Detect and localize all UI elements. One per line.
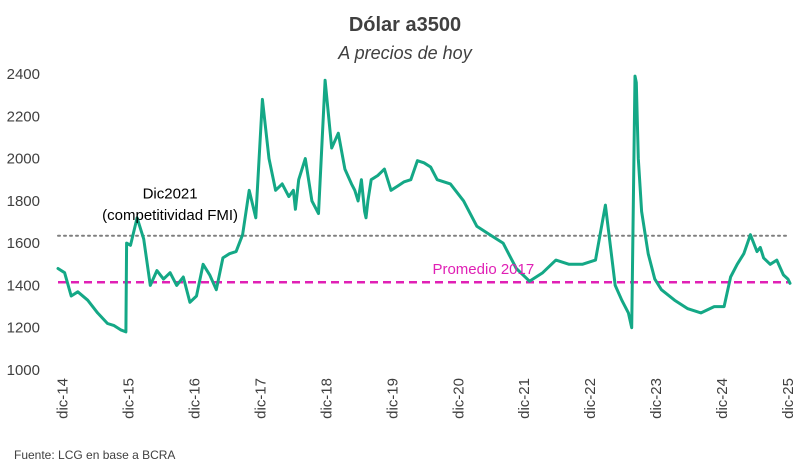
annotation-text: (competitividad FMI): [102, 207, 238, 224]
series-group: [56, 74, 792, 334]
series-line: [56, 74, 792, 334]
x-tick-label: dic-25: [780, 378, 797, 419]
x-tick-label: dic-20: [450, 378, 467, 419]
x-tick-label: dic-23: [648, 378, 665, 419]
chart-subtitle: A precios de hoy: [337, 43, 472, 63]
annotation-text: Dic2021: [143, 186, 198, 203]
y-tick-label: 2200: [7, 108, 40, 125]
y-tick-label: 2000: [7, 151, 40, 168]
x-axis: dic-14 dic-15 dic-16 dic-17 dic-18 dic-19 dic-…: [55, 378, 797, 419]
x-tick-label: dic-24: [714, 378, 731, 419]
x-tick-label: dic-15: [121, 378, 138, 419]
chart-title: Dólar a3500: [349, 14, 461, 36]
x-tick-label: dic-19: [384, 378, 401, 419]
x-tick-label: dic-14: [55, 378, 72, 419]
annotation-text: Promedio 2017: [432, 261, 534, 278]
x-tick-label: dic-21: [516, 378, 533, 419]
x-tick-label: dic-17: [252, 378, 269, 419]
y-axis: 1000 1200 1400 1600 1800 2000 2200 2400: [7, 66, 40, 379]
y-tick-label: 1600: [7, 235, 40, 252]
x-tick-label: dic-18: [318, 378, 335, 419]
y-tick-label: 1200: [7, 320, 40, 337]
source-note: Fuente: LCG en base a BCRA: [14, 448, 175, 462]
x-tick-label: dic-22: [582, 378, 599, 419]
y-tick-label: 1800: [7, 193, 40, 210]
annotations: Dic2021 (competitividad FMI) Promedio 2017: [102, 186, 534, 278]
y-tick-label: 1400: [7, 277, 40, 294]
y-tick-label: 1000: [7, 362, 40, 379]
y-tick-label: 2400: [7, 66, 40, 83]
x-tick-label: dic-16: [187, 378, 204, 419]
